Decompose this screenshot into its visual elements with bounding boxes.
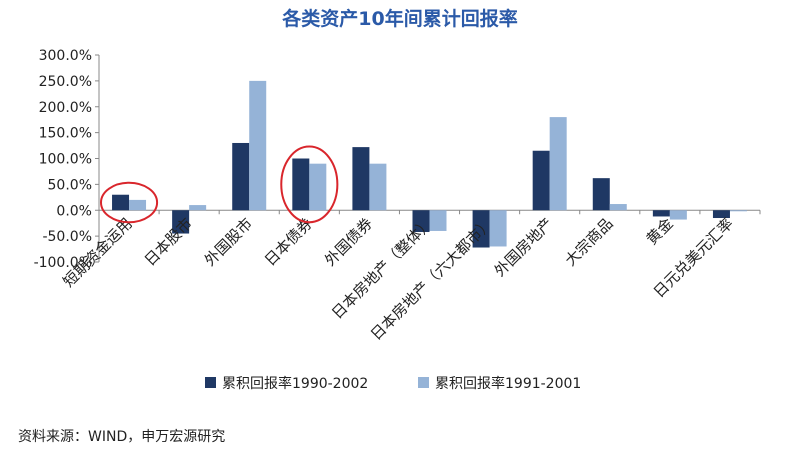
- bar-series1-9: [652, 210, 670, 217]
- category-label-1: 日本股市: [141, 214, 196, 269]
- y-tick-label: 50.0%: [48, 177, 92, 193]
- bar-series2-9: [669, 210, 687, 220]
- chart-title: 各类资产10年间累计回报率: [282, 8, 518, 30]
- legend: 累积回报率1990-2002 累积回报率1991-2001: [205, 375, 581, 392]
- bar-series1-7: [532, 150, 550, 211]
- bar-series2-6: [489, 210, 507, 247]
- bar-series1-8: [592, 178, 610, 211]
- legend-label-2: 累积回报率1991-2001: [435, 375, 581, 392]
- y-tick-label: 150.0%: [39, 126, 92, 142]
- y-tick-label: 200.0%: [39, 100, 92, 116]
- y-tick-label: -50.0%: [42, 229, 92, 245]
- y-tick-label: 250.0%: [39, 74, 92, 90]
- bar-series1-0: [112, 194, 130, 211]
- category-label-6: 日本房地产（六大都市）: [367, 214, 496, 343]
- bar-series2-1: [189, 205, 207, 211]
- bar-series1-4: [352, 147, 370, 211]
- legend-swatch-1: [205, 377, 216, 388]
- y-tick-label: 300.0%: [39, 48, 92, 64]
- bar-series2-8: [609, 204, 627, 211]
- y-tick-label: 0.0%: [56, 203, 92, 219]
- bar-series2-0: [129, 199, 147, 211]
- highlight-ellipse-0: [100, 181, 159, 224]
- bar-series2-10: [729, 210, 747, 212]
- category-label-2: 外国股市: [201, 214, 256, 269]
- bar-series1-2: [232, 142, 250, 211]
- legend-swatch-2: [418, 377, 429, 388]
- bar-series1-6: [472, 210, 490, 248]
- y-tick-label: -100.0%: [34, 255, 92, 271]
- category-label-8: 大宗商品: [561, 214, 616, 269]
- bar-series1-1: [172, 210, 190, 234]
- highlight-layer: [100, 145, 339, 224]
- category-label-5: 日本房地产（整体）: [328, 214, 436, 322]
- y-tick-label: 100.0%: [39, 152, 92, 168]
- category-label-0: 短期资金运用: [59, 214, 135, 290]
- bars-layer: [112, 80, 747, 248]
- source-note: 资料来源：WIND，申万宏源研究: [18, 429, 226, 445]
- bar-series2-7: [549, 117, 567, 211]
- bar-series1-3: [292, 158, 310, 211]
- bar-series1-5: [412, 210, 430, 232]
- bar-series2-3: [309, 163, 327, 211]
- bar-series2-5: [429, 210, 447, 231]
- bar-series2-2: [249, 80, 267, 211]
- highlight-ellipse-1: [280, 145, 339, 224]
- legend-label-1: 累积回报率1990-2002: [222, 375, 368, 392]
- bar-series1-10: [712, 210, 730, 219]
- category-label-4: 外国债券: [321, 214, 376, 269]
- category-labels-layer: 短期资金运用 日本股市 外国股市 日本债券 外国债券日本房地产（整体）日本房地产（六大都…: [59, 214, 736, 343]
- bar-chart: 300.0% 250.0% 200.0% 150.0% 100.0% 50.0% 0.0% -…: [34, 48, 761, 392]
- bar-series2-4: [369, 163, 387, 211]
- axis-layer: 300.0% 250.0% 200.0% 150.0% 100.0% 50.0% 0.0% -…: [34, 48, 761, 271]
